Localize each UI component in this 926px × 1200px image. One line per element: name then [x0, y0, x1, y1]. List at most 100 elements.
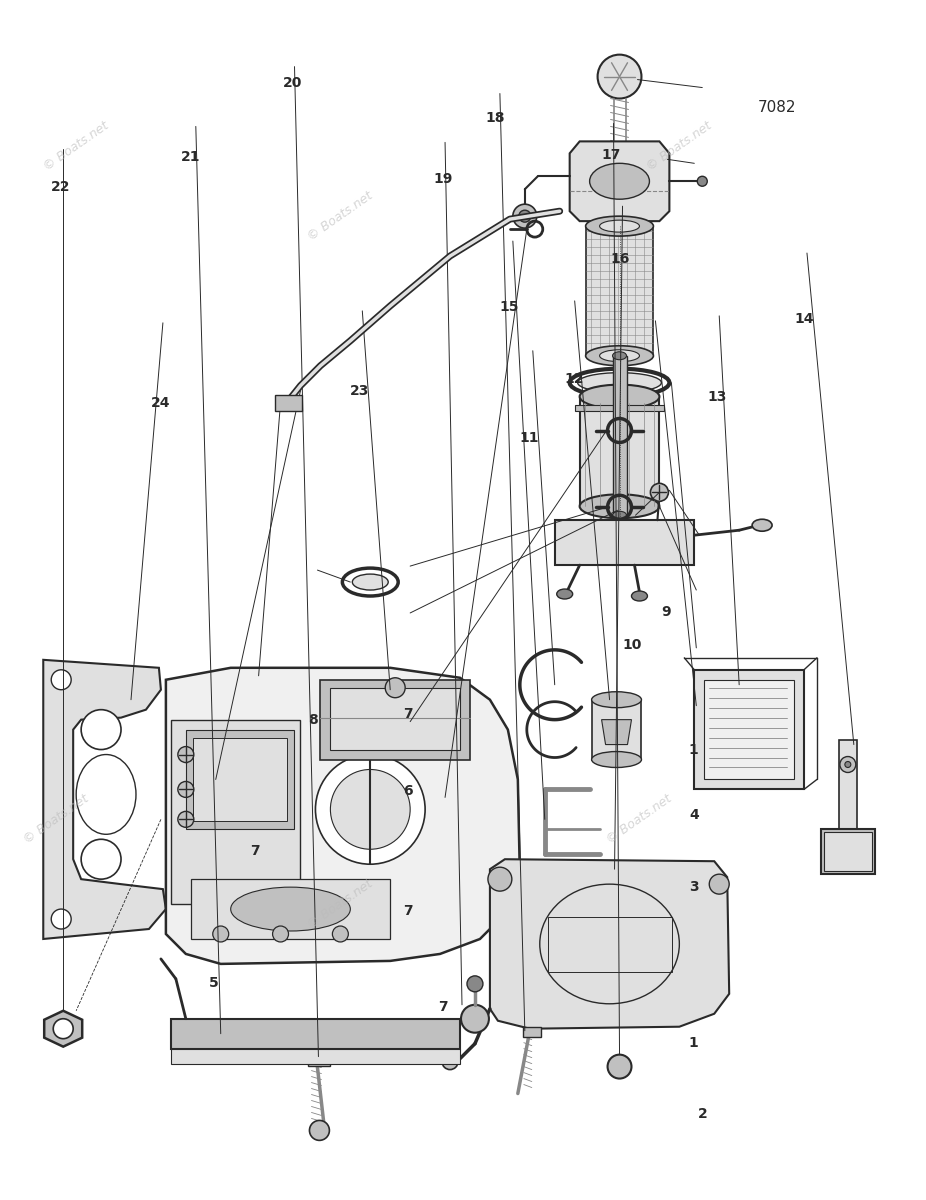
Circle shape	[178, 781, 194, 798]
Bar	[523, 1027, 541, 1037]
Text: 4: 4	[689, 809, 699, 822]
Circle shape	[488, 868, 512, 892]
Text: 9: 9	[661, 605, 671, 619]
Ellipse shape	[592, 691, 642, 708]
Bar	[171, 720, 301, 904]
Text: © Boats.net: © Boats.net	[41, 119, 111, 174]
Ellipse shape	[580, 385, 659, 408]
Circle shape	[845, 762, 851, 768]
Text: 21: 21	[181, 150, 200, 164]
Bar	[308, 1054, 331, 1066]
Bar	[694, 670, 804, 790]
Circle shape	[51, 910, 71, 929]
Ellipse shape	[590, 163, 649, 199]
Text: 2: 2	[698, 1108, 707, 1122]
Ellipse shape	[632, 592, 647, 601]
Circle shape	[272, 926, 289, 942]
Bar	[320, 679, 470, 760]
Circle shape	[213, 926, 229, 942]
Text: 6: 6	[403, 785, 412, 798]
Text: 7: 7	[403, 707, 412, 721]
Circle shape	[332, 926, 348, 942]
Circle shape	[697, 176, 707, 186]
Text: 19: 19	[433, 172, 453, 186]
Text: © Boats.net: © Boats.net	[644, 119, 714, 174]
Text: 18: 18	[485, 110, 505, 125]
Ellipse shape	[557, 589, 572, 599]
Text: 13: 13	[707, 390, 727, 403]
Ellipse shape	[585, 216, 654, 236]
Bar	[171, 1049, 460, 1063]
Bar	[191, 880, 390, 938]
Ellipse shape	[752, 520, 772, 532]
Circle shape	[385, 678, 406, 697]
Bar	[171, 1019, 460, 1049]
Bar	[705, 679, 794, 780]
Circle shape	[709, 874, 729, 894]
Polygon shape	[602, 720, 632, 744]
Text: 12: 12	[564, 372, 583, 385]
Circle shape	[51, 670, 71, 690]
Ellipse shape	[231, 887, 350, 931]
Text: © Boats.net: © Boats.net	[306, 188, 375, 244]
Text: 1: 1	[689, 1036, 699, 1050]
Circle shape	[81, 709, 121, 750]
Text: 5: 5	[209, 976, 219, 990]
Circle shape	[178, 811, 194, 827]
Circle shape	[53, 1019, 73, 1039]
Circle shape	[467, 976, 483, 992]
Circle shape	[178, 746, 194, 762]
Ellipse shape	[76, 755, 136, 834]
Polygon shape	[569, 142, 669, 221]
Text: 20: 20	[282, 76, 302, 90]
Text: 1: 1	[689, 743, 699, 756]
Text: 10: 10	[622, 638, 642, 653]
Ellipse shape	[613, 352, 627, 360]
Ellipse shape	[613, 511, 627, 520]
Bar	[548, 917, 672, 972]
Bar	[824, 833, 871, 871]
Polygon shape	[490, 859, 729, 1028]
Circle shape	[840, 756, 856, 773]
Circle shape	[513, 204, 537, 228]
Text: 11: 11	[519, 432, 539, 445]
Bar	[575, 404, 664, 410]
Text: 7: 7	[250, 845, 260, 858]
Text: 23: 23	[350, 384, 369, 397]
Circle shape	[607, 1055, 632, 1079]
Text: 7: 7	[403, 904, 412, 918]
Text: 16: 16	[610, 252, 630, 266]
Text: 8: 8	[308, 713, 319, 727]
Text: © Boats.net: © Boats.net	[306, 877, 375, 931]
Polygon shape	[44, 660, 166, 938]
Bar	[555, 521, 694, 565]
Ellipse shape	[600, 349, 640, 361]
Circle shape	[597, 55, 642, 98]
Text: 15: 15	[499, 300, 519, 314]
Bar	[193, 738, 286, 821]
Circle shape	[309, 1121, 330, 1140]
Bar	[580, 397, 659, 506]
Bar	[821, 829, 875, 874]
Bar	[592, 700, 642, 760]
Circle shape	[81, 839, 121, 880]
Ellipse shape	[592, 751, 642, 768]
Ellipse shape	[352, 574, 388, 590]
Text: 7: 7	[438, 1000, 447, 1014]
Text: 17: 17	[601, 148, 620, 162]
Text: © Boats.net: © Boats.net	[21, 792, 91, 846]
Circle shape	[461, 1004, 489, 1033]
Ellipse shape	[316, 755, 425, 864]
Text: 3: 3	[689, 880, 698, 894]
Ellipse shape	[580, 494, 659, 518]
Circle shape	[650, 484, 669, 502]
Polygon shape	[166, 667, 519, 964]
Bar	[585, 226, 654, 355]
Bar	[331, 688, 460, 750]
Text: 7082: 7082	[757, 100, 796, 114]
Circle shape	[442, 1054, 458, 1069]
Bar	[275, 395, 303, 410]
Text: © Boats.net: © Boats.net	[605, 792, 674, 846]
Text: 24: 24	[151, 396, 171, 409]
Bar	[186, 730, 294, 829]
